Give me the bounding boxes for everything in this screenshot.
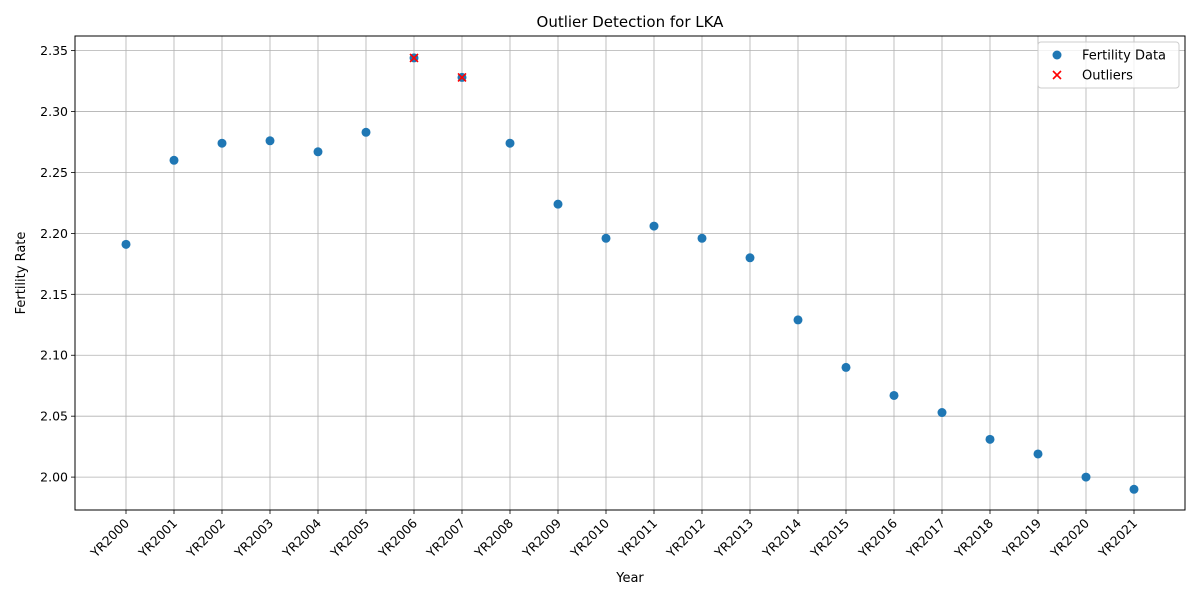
x-tick-label: YR2017 <box>903 516 948 561</box>
data-point <box>937 408 947 418</box>
x-tick-label: YR2003 <box>231 516 276 561</box>
plot-frame <box>74 35 1186 511</box>
y-tick-label: 2.25 <box>40 165 68 180</box>
x-tick-label: YR2002 <box>183 516 228 561</box>
x-tick-label: YR2019 <box>999 515 1044 560</box>
legend-box <box>1037 41 1180 89</box>
data-point <box>601 233 611 243</box>
axis-ticks: YR2000 YR2001 YR2002 YR2003 YR2004 YR2005 YR20… <box>40 43 1140 561</box>
x-tick-label: YR2001 <box>135 516 180 561</box>
y-tick-label: 2.30 <box>40 104 68 119</box>
grid <box>75 36 1185 510</box>
data-point <box>217 138 227 148</box>
outlier-point <box>457 72 467 82</box>
x-tick-label: YR2007 <box>423 516 468 561</box>
x-tick-label: YR2009 <box>519 515 564 560</box>
data-point <box>553 199 563 209</box>
y-tick-label: 2.10 <box>40 348 68 363</box>
data-point <box>121 239 131 249</box>
y-axis-title: Fertility Rate <box>14 232 29 315</box>
x-tick-label: YR2014 <box>759 515 804 560</box>
data-point <box>265 136 275 146</box>
x-tick-label: YR2004 <box>279 515 324 560</box>
data-point <box>361 127 371 137</box>
x-tick-label: YR2011 <box>615 516 660 561</box>
y-tick-label: 2.35 <box>40 43 68 58</box>
data-point <box>1129 484 1139 494</box>
x-axis-title: Year <box>615 571 644 586</box>
x-tick-label: YR2015 <box>807 516 852 561</box>
data-point <box>313 147 323 157</box>
data-point <box>793 315 803 325</box>
x-tick-label: YR2010 <box>567 515 612 560</box>
x-tick-label: YR2021 <box>1095 516 1140 561</box>
y-tick-label: 2.20 <box>40 226 68 241</box>
data-point <box>649 221 659 231</box>
x-tick-label: YR2008 <box>471 515 516 560</box>
data-point <box>889 390 899 400</box>
x-tick-label: YR2006 <box>375 515 420 560</box>
x-tick-label: YR2018 <box>951 515 996 560</box>
data-point <box>745 253 755 263</box>
data-point <box>1033 449 1043 459</box>
x-tick-label: YR2016 <box>855 515 900 560</box>
x-tick-label: YR2020 <box>1047 515 1092 560</box>
data-point <box>169 155 179 165</box>
x-tick-label: YR2000 <box>87 515 132 560</box>
x-tick-label: YR2012 <box>663 516 708 561</box>
chart-title: Outlier Detection for LKA <box>537 13 725 31</box>
data-point <box>1081 472 1091 482</box>
legend-label-fertility-data: Fertility Data <box>1082 49 1166 64</box>
data-point <box>697 233 707 243</box>
data-point <box>841 362 851 372</box>
x-tick-label: YR2013 <box>711 516 756 561</box>
data-point <box>505 138 515 148</box>
legend-label-outliers: Outliers <box>1082 69 1133 84</box>
y-tick-label: 2.15 <box>40 287 68 302</box>
data-point <box>985 434 995 444</box>
outlier-point <box>409 53 419 63</box>
legend-marker-fertility-data <box>1052 50 1062 60</box>
y-tick-label: 2.05 <box>40 409 68 424</box>
legend-marker-outliers <box>1052 70 1062 80</box>
x-tick-label: YR2005 <box>327 516 372 561</box>
legend: Fertility Data Outliers <box>1037 41 1180 89</box>
y-tick-label: 2.00 <box>40 470 68 485</box>
data-marks <box>121 53 1139 494</box>
